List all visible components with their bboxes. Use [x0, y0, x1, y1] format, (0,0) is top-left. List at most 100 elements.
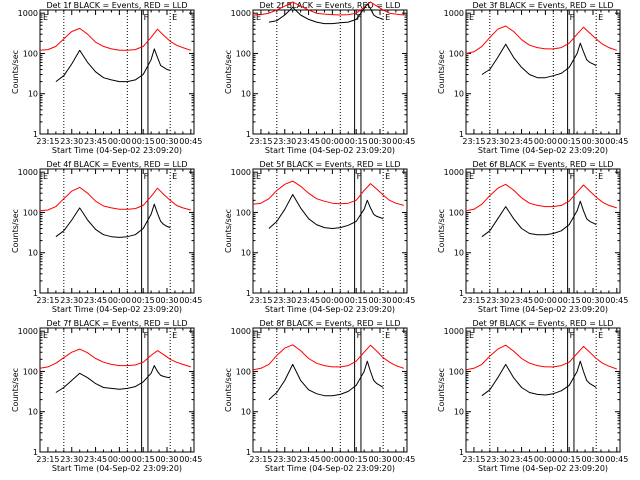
panel-4: Det 4f BLACK = Events, RED = LLD 1 10 100 10… — [11, 160, 202, 314]
y-tick-label: 100 — [449, 367, 464, 376]
marker-label: E — [385, 13, 390, 22]
marker-label: E — [385, 172, 390, 181]
events-series-line — [481, 200, 597, 238]
plot-frame — [465, 327, 621, 453]
y-axis-label: Counts/sec — [224, 368, 233, 412]
y-tick-label: 1000 — [231, 9, 251, 18]
panel-title: Det 6f BLACK = Events, RED = LLD — [472, 160, 613, 169]
x-tick-label: 00:45 — [392, 137, 415, 146]
x-tick-label: 00:15 — [345, 137, 368, 146]
y-axis-label: Counts/sec — [224, 50, 233, 94]
x-tick-label: 23:30 — [273, 296, 296, 305]
y-tick-label: 1000 — [18, 327, 38, 336]
y-tick-label: 1 — [33, 130, 38, 139]
marker-label: E — [256, 13, 261, 22]
x-tick-label: 23:30 — [486, 296, 509, 305]
plot-frame — [252, 9, 408, 135]
marker-label: E — [469, 331, 474, 340]
events-series-line — [55, 48, 171, 83]
x-tick-label: 00:00 — [534, 455, 557, 464]
lld-series-line — [252, 344, 404, 371]
marker-label: F — [144, 13, 149, 22]
y-tick-label: 100 — [23, 49, 38, 58]
marker-label: E — [385, 331, 390, 340]
x-tick-label: 00:30 — [155, 296, 178, 305]
y-tick-label: 100 — [449, 49, 464, 58]
marker-label: E — [598, 13, 603, 22]
events-series-line — [481, 42, 597, 79]
y-tick-label: 10 — [241, 249, 251, 258]
lld-series-line — [465, 25, 617, 54]
y-tick-label: 1000 — [231, 168, 251, 177]
lld-series-line — [39, 27, 191, 51]
x-tick-label: 23:30 — [486, 455, 509, 464]
x-tick-label: 00:30 — [368, 137, 391, 146]
y-tick-label: 1000 — [18, 168, 38, 177]
y-tick-label: 1000 — [444, 327, 464, 336]
x-tick-label: 00:30 — [368, 296, 391, 305]
x-tick-label: 23:15 — [249, 455, 272, 464]
y-tick-label: 1 — [459, 448, 464, 457]
panel-3: Det 3f BLACK = Events, RED = LLD 1 10 100 10… — [437, 1, 628, 155]
x-tick-label: 23:45 — [510, 455, 533, 464]
marker-label: E — [43, 331, 48, 340]
events-series-line — [481, 360, 597, 397]
x-axis-label: Start Time (04-Sep-02 23:09:20) — [52, 305, 182, 314]
y-tick-label: 10 — [454, 249, 464, 258]
marker-label: E — [598, 172, 603, 181]
panel-title: Det 2f BLACK = Events, RED = LLD — [259, 1, 400, 10]
y-axis-label: Counts/sec — [11, 209, 20, 253]
marker-label: F — [357, 172, 362, 181]
x-axis-label: Start Time (04-Sep-02 23:09:20) — [265, 464, 395, 473]
x-tick-label: 00:30 — [368, 455, 391, 464]
marker-label: E — [172, 172, 177, 181]
events-series-line — [268, 194, 384, 229]
x-tick-label: 23:45 — [84, 137, 107, 146]
plot-frame — [39, 327, 195, 453]
marker-label: E — [256, 172, 261, 181]
events-series-line — [268, 3, 384, 25]
x-tick-label: 00:15 — [345, 455, 368, 464]
x-tick-label: 23:45 — [84, 455, 107, 464]
x-tick-label: 23:45 — [297, 455, 320, 464]
panel-2: Det 2f BLACK = Events, RED = LLD 1 10 100 10… — [224, 1, 415, 155]
x-tick-label: 23:45 — [297, 296, 320, 305]
x-tick-label: 00:45 — [179, 455, 202, 464]
x-tick-label: 23:15 — [249, 296, 272, 305]
x-axis-label: Start Time (04-Sep-02 23:09:20) — [478, 305, 608, 314]
x-tick-label: 23:15 — [36, 137, 59, 146]
x-tick-label: 00:00 — [321, 455, 344, 464]
x-tick-label: 23:15 — [462, 296, 485, 305]
x-tick-label: 00:15 — [558, 137, 581, 146]
x-tick-label: 00:45 — [605, 296, 628, 305]
marker-label: E — [469, 13, 474, 22]
plot-frame — [39, 9, 195, 135]
y-axis-label: Counts/sec — [437, 209, 446, 253]
y-axis-label: Counts/sec — [224, 209, 233, 253]
plot-frame — [465, 9, 621, 135]
x-tick-label: 00:45 — [392, 296, 415, 305]
x-tick-label: 00:45 — [179, 296, 202, 305]
plot-frame — [465, 168, 621, 294]
x-tick-label: 00:15 — [132, 296, 155, 305]
y-tick-label: 100 — [236, 367, 251, 376]
x-tick-label: 00:00 — [321, 137, 344, 146]
x-tick-label: 00:00 — [108, 296, 131, 305]
panel-9: Det 9f BLACK = Events, RED = LLD 1 10 100 10… — [437, 319, 628, 473]
panel-8: Det 8f BLACK = Events, RED = LLD 1 10 100 10… — [224, 319, 415, 473]
marker-label: E — [598, 331, 603, 340]
x-tick-label: 23:45 — [510, 137, 533, 146]
panel-title: Det 5f BLACK = Events, RED = LLD — [259, 160, 400, 169]
y-tick-label: 1000 — [444, 9, 464, 18]
panel-title: Det 9f BLACK = Events, RED = LLD — [472, 319, 613, 328]
y-tick-label: 10 — [28, 249, 38, 258]
x-tick-label: 00:30 — [581, 137, 604, 146]
x-tick-label: 23:30 — [273, 137, 296, 146]
x-tick-label: 23:30 — [486, 137, 509, 146]
panel-title: Det 4f BLACK = Events, RED = LLD — [46, 160, 187, 169]
events-series-line — [268, 360, 384, 400]
x-tick-label: 23:15 — [462, 137, 485, 146]
marker-label: E — [43, 13, 48, 22]
y-tick-label: 10 — [454, 408, 464, 417]
x-axis-label: Start Time (04-Sep-02 23:09:20) — [478, 464, 608, 473]
